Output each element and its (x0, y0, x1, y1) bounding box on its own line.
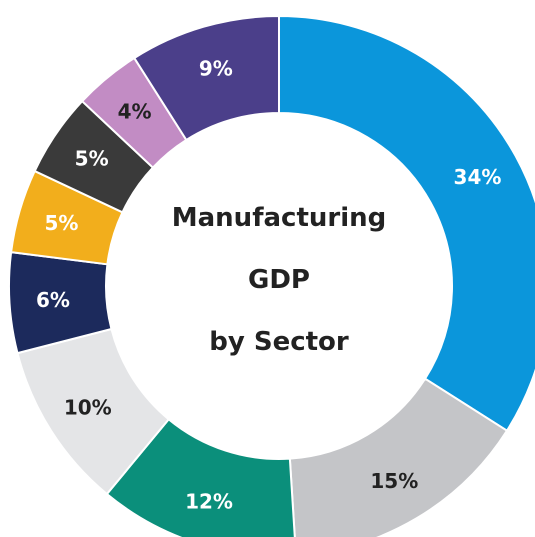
slice-label: 9% (199, 56, 233, 80)
slice-label: 4% (118, 99, 152, 123)
chart-title-line-1: Manufacturing (172, 203, 387, 233)
slice-label: 34% (454, 165, 502, 189)
slice-label: 15% (370, 469, 418, 493)
donut-slices (8, 14, 535, 537)
slice-label: 5% (45, 211, 79, 235)
donut-slice (288, 377, 509, 537)
slice-label: 5% (75, 147, 109, 171)
slice-label: 12% (185, 489, 233, 513)
slice-labels: 34% 15% 12% 10% 6% 5% 5% 4% 9% (36, 56, 501, 513)
donut-slice (132, 14, 280, 142)
chart-title-line-3: by Sector (209, 327, 349, 357)
slice-label: 6% (36, 288, 70, 312)
donut-slice (278, 14, 535, 433)
slice-label: 10% (64, 395, 112, 419)
chart-title-line-2: GDP (248, 265, 310, 295)
